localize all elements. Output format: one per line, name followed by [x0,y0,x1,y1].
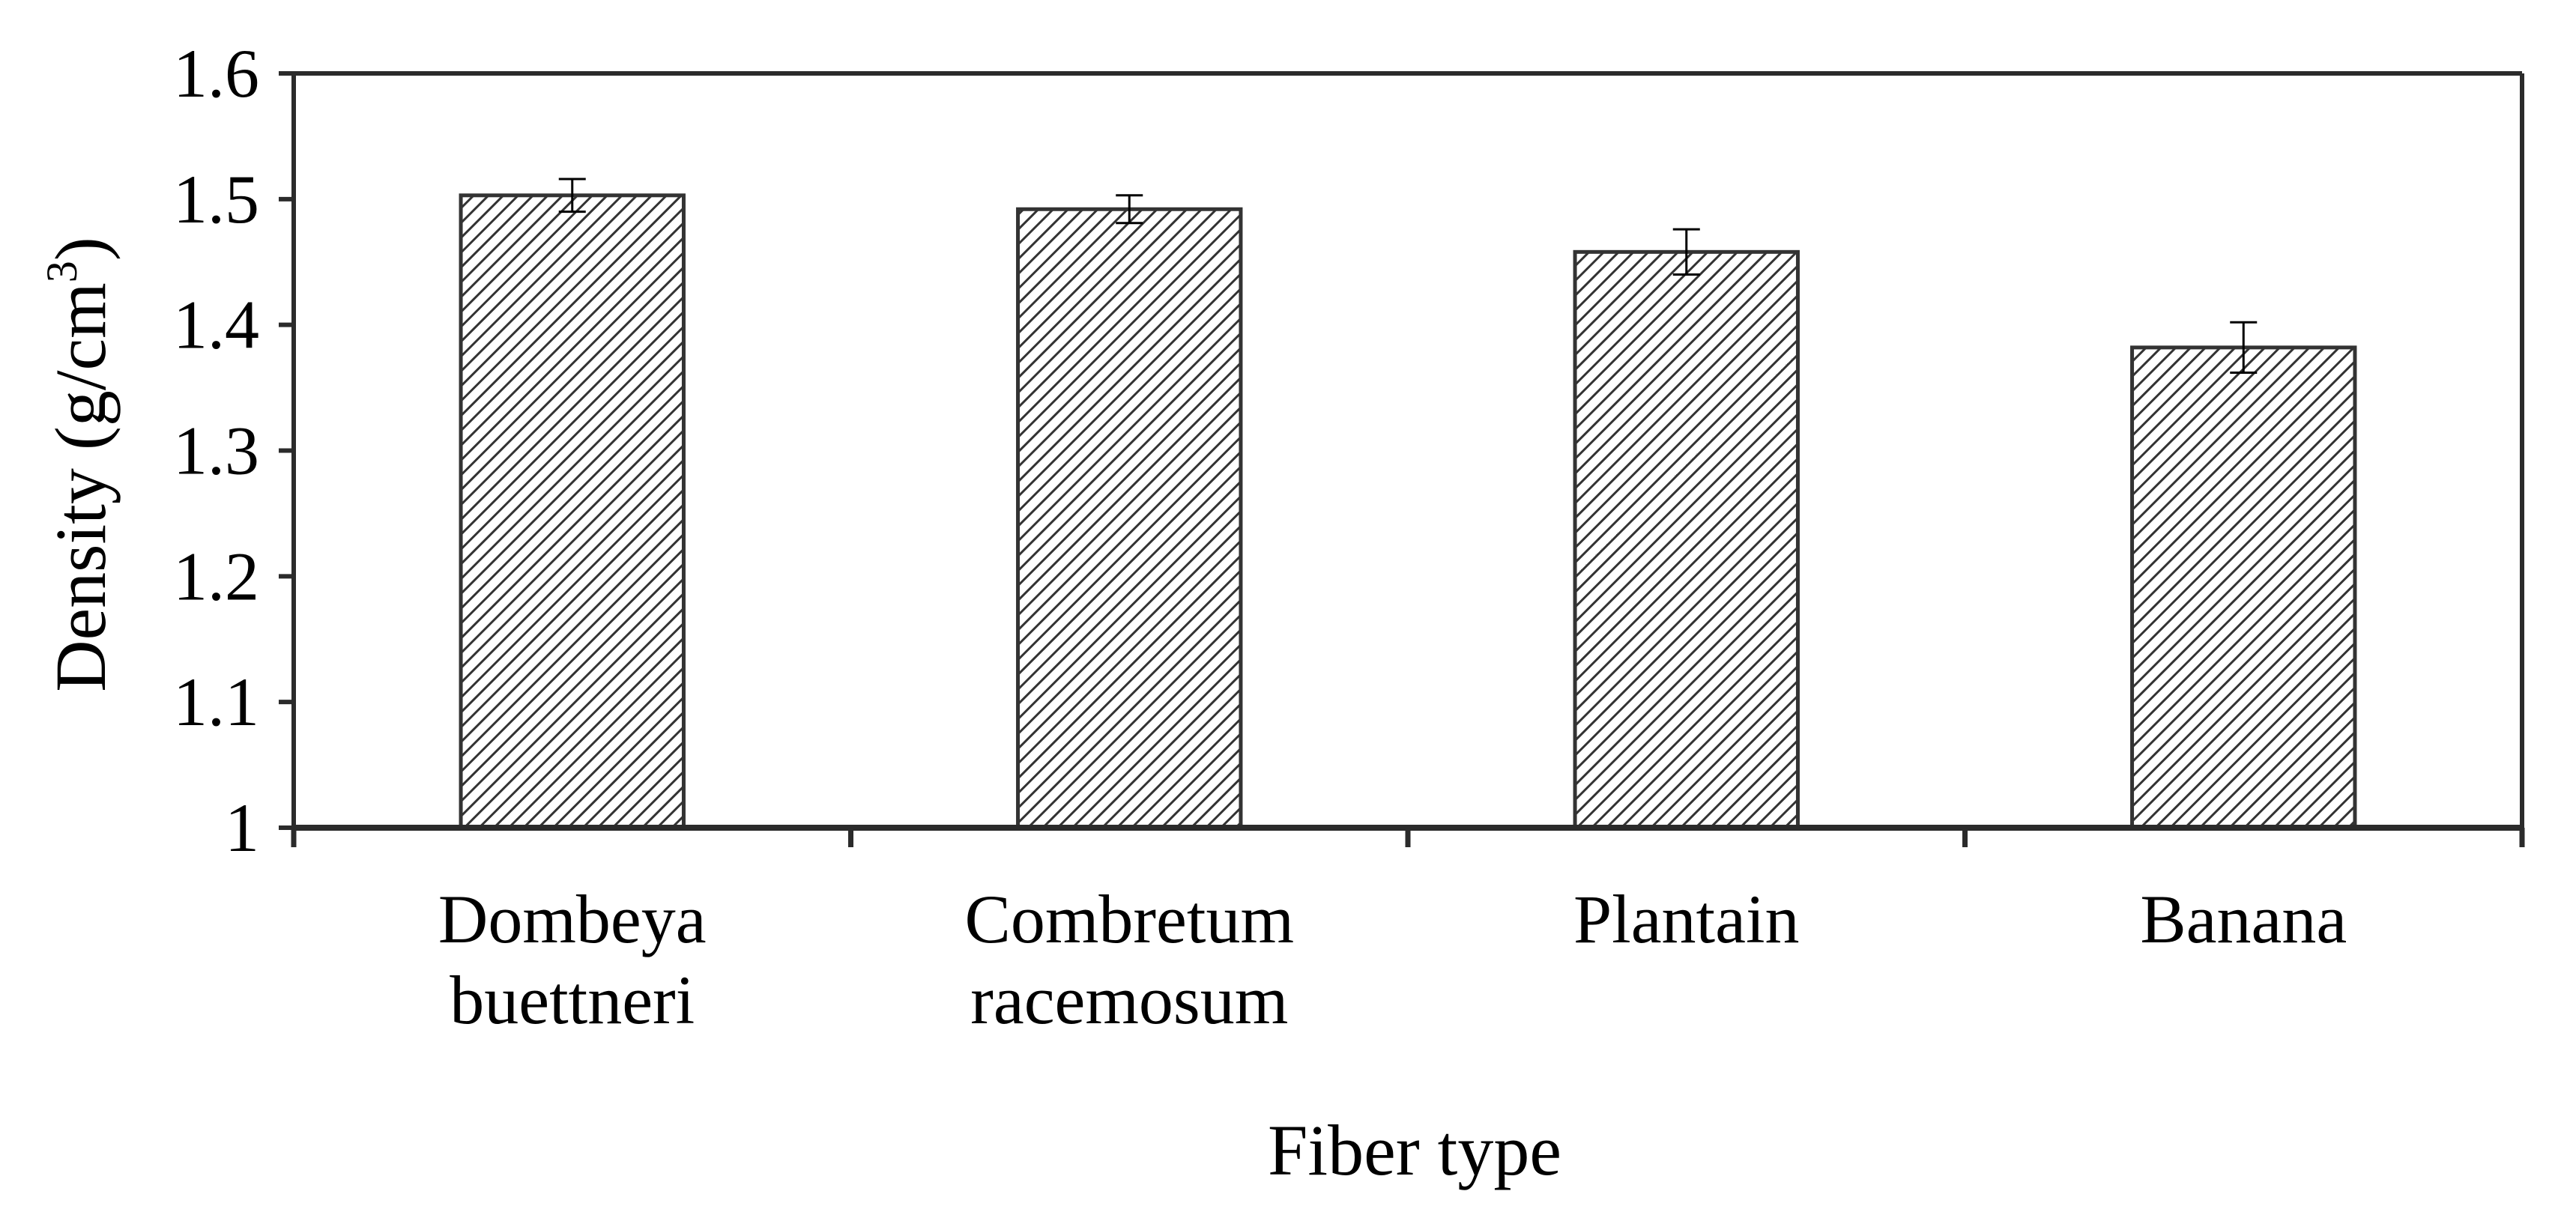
y-tick-label: 1.3 [173,413,259,489]
bar [1573,249,1800,830]
x-tick-label: buettneri [450,962,695,1038]
x-tick-label: Plantain [1573,881,1800,957]
y-tick-label: 1.1 [173,664,259,740]
y-tick-label: 1.6 [173,35,259,112]
x-tick-label: Dombeya [438,881,707,957]
y-axis-title-superscript: 3 [37,261,86,282]
x-tick-label: racemosum [970,962,1288,1038]
y-axis-title-end: ) [40,237,121,261]
y-axis-title-main: Density (g/cm [40,282,121,692]
bar [1016,207,1243,830]
y-tick-label: 1.4 [173,287,259,363]
y-tick-label: 1.2 [173,538,259,614]
y-axis: 1 1.1 1.2 1.3 1.4 1.5 1.6 [173,35,294,866]
bar [2130,345,2357,830]
x-axis-title: Fiber type [1268,1110,1561,1190]
y-tick-label: 1.5 [173,161,259,237]
error-bars [558,178,2258,374]
y-axis-title: Density (g/cm3) [37,237,121,692]
bars [459,193,2357,830]
x-tick-label: Combretum [964,881,1294,957]
bar [459,193,686,830]
x-axis [291,825,2525,847]
y-tick-label: 1 [225,790,259,866]
x-tick-label: Banana [2140,881,2347,957]
